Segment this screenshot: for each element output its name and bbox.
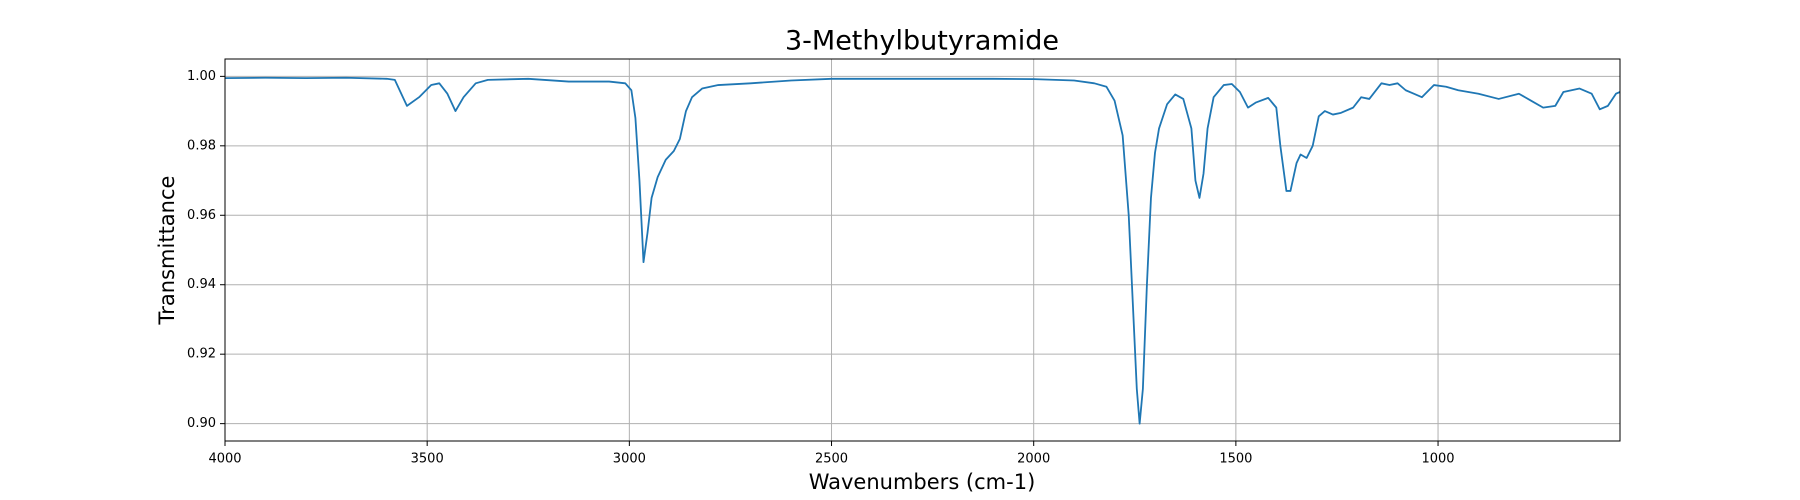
y-tick-label: 1.00: [187, 69, 216, 84]
x-axis-label: Wavenumbers (cm-1): [809, 470, 1036, 494]
x-tick-label: 1000: [1421, 452, 1454, 467]
x-tick-label: 2500: [815, 452, 848, 467]
y-tick-label: 0.96: [187, 208, 216, 223]
x-tick-label: 2000: [1017, 452, 1050, 467]
plot-frame: [224, 58, 1621, 442]
y-tick-label: 0.90: [187, 416, 216, 431]
y-tick-label: 0.92: [187, 347, 216, 362]
spectrum-line: [225, 76, 1620, 425]
x-tick-label: 3500: [411, 452, 444, 467]
y-tick-label: 0.94: [187, 277, 216, 292]
y-tick-label: 0.98: [187, 138, 216, 153]
x-tick-label: 3000: [613, 452, 646, 467]
y-axis-label: Transmittance: [155, 176, 179, 326]
x-tick-label: 1500: [1219, 452, 1252, 467]
chart-title: 3-Methylbutyramide: [785, 26, 1059, 57]
x-tick-label: 4000: [208, 452, 241, 467]
